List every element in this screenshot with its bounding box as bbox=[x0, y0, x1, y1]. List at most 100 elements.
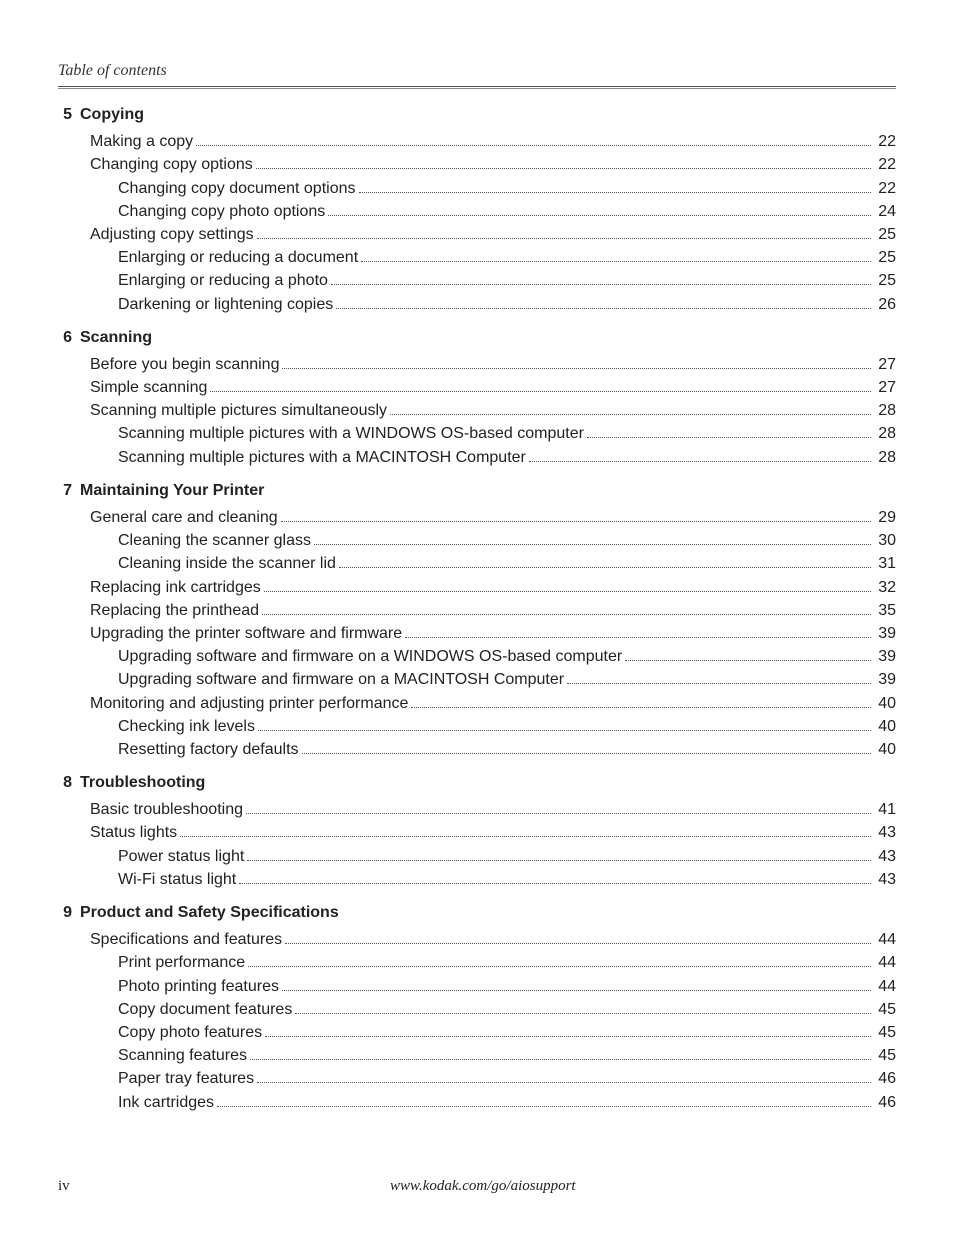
toc-entry-label: Making a copy bbox=[90, 130, 193, 153]
toc-entry-label: Specifications and features bbox=[90, 928, 282, 951]
toc-leader-dots bbox=[411, 707, 871, 708]
toc-leader-dots bbox=[529, 461, 871, 462]
section-title: Troubleshooting bbox=[80, 771, 205, 794]
toc-entry-label: Upgrading software and firmware on a WIN… bbox=[118, 645, 622, 668]
toc-leader-dots bbox=[295, 1013, 871, 1014]
toc-leader-dots bbox=[328, 215, 871, 216]
section-number: 6 bbox=[58, 326, 72, 349]
toc-entry-page: 27 bbox=[874, 353, 896, 376]
page: Table of contents 5Copying Making a copy 2… bbox=[0, 0, 954, 1235]
toc-entry[interactable]: Scanning multiple pictures with a WINDOW… bbox=[58, 422, 896, 445]
toc-entry[interactable]: Checking ink levels40 bbox=[58, 715, 896, 738]
toc-entry-label: Changing copy photo options bbox=[118, 200, 325, 223]
toc-entry[interactable]: Paper tray features 46 bbox=[58, 1067, 896, 1090]
footer-url: www.kodak.com/go/aiosupport bbox=[58, 1178, 896, 1195]
toc-entry[interactable]: Enlarging or reducing a document25 bbox=[58, 246, 896, 269]
toc-leader-dots bbox=[265, 1036, 871, 1037]
toc-entry-label: Upgrading software and firmware on a MAC… bbox=[118, 668, 564, 691]
toc-entry[interactable]: Changing copy document options22 bbox=[58, 177, 896, 200]
toc-entry[interactable]: Cleaning the scanner glass 30 bbox=[58, 529, 896, 552]
toc-entry[interactable]: Changing copy photo options24 bbox=[58, 200, 896, 223]
toc-entry[interactable]: Darkening or lightening copies26 bbox=[58, 293, 896, 316]
toc-entry-label: Scanning multiple pictures with a WINDOW… bbox=[118, 422, 584, 445]
toc-entry-page: 25 bbox=[874, 269, 896, 292]
toc-leader-dots bbox=[567, 683, 871, 684]
toc-leader-dots bbox=[257, 238, 871, 239]
toc-entry-page: 40 bbox=[874, 692, 896, 715]
toc-entry[interactable]: Specifications and features 44 bbox=[58, 928, 896, 951]
toc-entry[interactable]: Ink cartridges46 bbox=[58, 1091, 896, 1114]
toc-entry-label: Wi-Fi status light bbox=[118, 868, 236, 891]
toc-entry[interactable]: Replacing ink cartridges32 bbox=[58, 576, 896, 599]
toc-leader-dots bbox=[257, 1082, 871, 1083]
toc-entry[interactable]: Scanning multiple pictures with a MACINT… bbox=[58, 446, 896, 469]
toc-entry[interactable]: Print performance44 bbox=[58, 951, 896, 974]
toc-entry[interactable]: Upgrading software and firmware on a WIN… bbox=[58, 645, 896, 668]
toc-entry[interactable]: Monitoring and adjusting printer perform… bbox=[58, 692, 896, 715]
toc-entry-label: Enlarging or reducing a document bbox=[118, 246, 358, 269]
toc-leader-dots bbox=[339, 567, 871, 568]
toc-entry-label: Darkening or lightening copies bbox=[118, 293, 333, 316]
toc-entry-page: 32 bbox=[874, 576, 896, 599]
toc-entry[interactable]: Enlarging or reducing a photo 25 bbox=[58, 269, 896, 292]
toc-leader-dots bbox=[625, 660, 871, 661]
header-rule-top bbox=[58, 86, 896, 87]
toc-entry[interactable]: Photo printing features 44 bbox=[58, 975, 896, 998]
toc-entry[interactable]: Copy document features45 bbox=[58, 998, 896, 1021]
toc-entry-page: 28 bbox=[874, 446, 896, 469]
toc-entry[interactable]: Changing copy options22 bbox=[58, 153, 896, 176]
toc-entry-label: Paper tray features bbox=[118, 1067, 254, 1090]
toc-entry-page: 22 bbox=[874, 130, 896, 153]
toc-leader-dots bbox=[262, 614, 871, 615]
toc-entry-page: 45 bbox=[874, 1044, 896, 1067]
toc-leader-dots bbox=[336, 308, 871, 309]
toc-entry-label: Cleaning the scanner glass bbox=[118, 529, 311, 552]
toc-leader-dots bbox=[196, 145, 871, 146]
toc-leader-dots bbox=[264, 591, 871, 592]
toc-entry-page: 41 bbox=[874, 798, 896, 821]
toc-entry[interactable]: Replacing the printhead35 bbox=[58, 599, 896, 622]
toc-leader-dots bbox=[258, 730, 871, 731]
toc-entry-label: Before you begin scanning bbox=[90, 353, 279, 376]
toc-entry[interactable]: Scanning features45 bbox=[58, 1044, 896, 1067]
toc-entry-page: 44 bbox=[874, 928, 896, 951]
toc-leader-dots bbox=[180, 836, 871, 837]
toc-entry-page: 46 bbox=[874, 1091, 896, 1114]
toc-entry-label: Status lights bbox=[90, 821, 177, 844]
header-title: Table of contents bbox=[58, 62, 167, 79]
toc-entry[interactable]: Power status light43 bbox=[58, 845, 896, 868]
section-heading: 5Copying bbox=[58, 103, 896, 126]
toc-entry-page: 31 bbox=[874, 552, 896, 575]
toc-entry[interactable]: Upgrading the printer software and firmw… bbox=[58, 622, 896, 645]
section-heading: 9Product and Safety Specifications bbox=[58, 901, 896, 924]
toc-entry[interactable]: General care and cleaning29 bbox=[58, 506, 896, 529]
toc-entry[interactable]: Cleaning inside the scanner lid31 bbox=[58, 552, 896, 575]
section-heading: 7Maintaining Your Printer bbox=[58, 479, 896, 502]
toc-entry[interactable]: Upgrading software and firmware on a MAC… bbox=[58, 668, 896, 691]
toc-entry-page: 46 bbox=[874, 1067, 896, 1090]
toc-entry-label: Enlarging or reducing a photo bbox=[118, 269, 328, 292]
toc-entry[interactable]: Adjusting copy settings25 bbox=[58, 223, 896, 246]
toc-entry[interactable]: Copy photo features45 bbox=[58, 1021, 896, 1044]
toc-entry-label: Power status light bbox=[118, 845, 244, 868]
toc-entry-label: Photo printing features bbox=[118, 975, 279, 998]
toc-entry[interactable]: Basic troubleshooting41 bbox=[58, 798, 896, 821]
toc-entry[interactable]: Making a copy 22 bbox=[58, 130, 896, 153]
toc-entry[interactable]: Before you begin scanning 27 bbox=[58, 353, 896, 376]
toc-entry-page: 25 bbox=[874, 223, 896, 246]
toc-entry[interactable]: Simple scanning27 bbox=[58, 376, 896, 399]
toc-entry-page: 40 bbox=[874, 715, 896, 738]
toc-entry[interactable]: Wi-Fi status light43 bbox=[58, 868, 896, 891]
toc-entry-page: 30 bbox=[874, 529, 896, 552]
toc-entry[interactable]: Status lights43 bbox=[58, 821, 896, 844]
toc-entry-page: 44 bbox=[874, 975, 896, 998]
section-title: Product and Safety Specifications bbox=[80, 901, 339, 924]
toc-leader-dots bbox=[331, 284, 871, 285]
toc-entry-page: 39 bbox=[874, 622, 896, 645]
toc-entry-label: Simple scanning bbox=[90, 376, 207, 399]
toc-entry[interactable]: Resetting factory defaults40 bbox=[58, 738, 896, 761]
toc-leader-dots bbox=[217, 1106, 871, 1107]
toc-entry[interactable]: Scanning multiple pictures simultaneousl… bbox=[58, 399, 896, 422]
toc-entry-label: Copy document features bbox=[118, 998, 292, 1021]
toc-leader-dots bbox=[285, 943, 871, 944]
